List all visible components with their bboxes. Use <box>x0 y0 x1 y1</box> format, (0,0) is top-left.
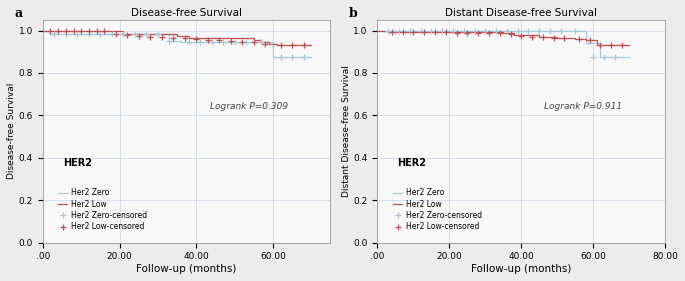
Title: Disease-free Survival: Disease-free Survival <box>131 8 242 18</box>
Y-axis label: Distant Disease-free Survival: Distant Disease-free Survival <box>342 65 351 197</box>
X-axis label: Follow-up (months): Follow-up (months) <box>136 264 237 274</box>
Legend: Her2 Zero, Her2 Low, Her2 Zero-censored, Her2 Low-censored: Her2 Zero, Her2 Low, Her2 Zero-censored,… <box>390 185 485 234</box>
Text: Logrank P=0.911: Logrank P=0.911 <box>545 102 623 111</box>
Text: b: b <box>349 6 358 20</box>
Text: HER2: HER2 <box>397 158 427 168</box>
Title: Distant Disease-free Survival: Distant Disease-free Survival <box>445 8 597 18</box>
X-axis label: Follow-up (months): Follow-up (months) <box>471 264 571 274</box>
Text: HER2: HER2 <box>63 158 92 168</box>
Y-axis label: Disease-free Survival: Disease-free Survival <box>7 83 16 180</box>
Legend: Her2 Zero, Her2 Low, Her2 Zero-censored, Her2 Low-censored: Her2 Zero, Her2 Low, Her2 Zero-censored,… <box>55 185 151 234</box>
Text: Logrank P=0.309: Logrank P=0.309 <box>210 102 288 111</box>
Text: a: a <box>14 6 22 20</box>
